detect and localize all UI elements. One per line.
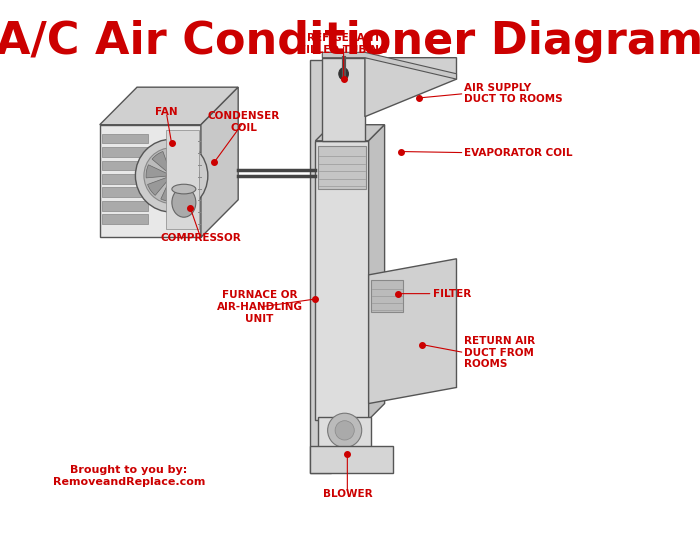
Wedge shape: [172, 156, 195, 176]
Text: RETURN AIR
DUCT FROM
ROOMS: RETURN AIR DUCT FROM ROOMS: [465, 336, 536, 369]
Text: EVAPORATOR COIL: EVAPORATOR COIL: [465, 148, 573, 157]
FancyBboxPatch shape: [102, 161, 148, 170]
FancyBboxPatch shape: [102, 174, 148, 184]
Text: CONDENSER
COIL: CONDENSER COIL: [207, 111, 279, 133]
FancyBboxPatch shape: [102, 215, 148, 224]
Wedge shape: [146, 165, 172, 178]
Polygon shape: [316, 125, 384, 141]
Ellipse shape: [339, 68, 349, 80]
Wedge shape: [152, 151, 172, 176]
Text: Brought to you by:
RemoveandReplace.com: Brought to you by: RemoveandReplace.com: [52, 465, 205, 487]
Polygon shape: [322, 58, 365, 141]
Circle shape: [167, 170, 177, 181]
Text: FURNACE OR
AIR-HANDLING
UNIT: FURNACE OR AIR-HANDLING UNIT: [216, 291, 302, 323]
Polygon shape: [322, 52, 456, 79]
FancyBboxPatch shape: [102, 188, 148, 197]
FancyBboxPatch shape: [316, 141, 369, 420]
FancyBboxPatch shape: [318, 146, 366, 189]
Polygon shape: [99, 87, 238, 125]
FancyBboxPatch shape: [371, 280, 403, 313]
Polygon shape: [365, 58, 456, 116]
Text: COMPRESSOR: COMPRESSOR: [160, 233, 242, 244]
FancyBboxPatch shape: [318, 417, 371, 452]
Ellipse shape: [172, 188, 196, 217]
Circle shape: [335, 421, 354, 440]
Polygon shape: [369, 259, 456, 404]
Text: A/C Air Conditioner Diagram: A/C Air Conditioner Diagram: [0, 20, 700, 63]
Ellipse shape: [172, 184, 196, 194]
Polygon shape: [201, 87, 238, 237]
Text: FAN: FAN: [155, 107, 178, 118]
Circle shape: [328, 413, 362, 447]
Text: FILTER: FILTER: [433, 288, 471, 299]
Wedge shape: [148, 176, 172, 195]
Wedge shape: [161, 176, 174, 202]
Polygon shape: [369, 125, 384, 420]
Wedge shape: [169, 150, 183, 176]
Wedge shape: [172, 174, 197, 186]
Circle shape: [144, 148, 199, 204]
Text: REFIGERANT
FILLED TUBING: REFIGERANT FILLED TUBING: [300, 33, 388, 55]
FancyBboxPatch shape: [99, 125, 201, 237]
Circle shape: [135, 139, 208, 212]
FancyBboxPatch shape: [310, 60, 331, 473]
FancyBboxPatch shape: [167, 130, 200, 229]
FancyBboxPatch shape: [102, 201, 148, 211]
Wedge shape: [172, 176, 191, 200]
Text: BLOWER: BLOWER: [323, 489, 372, 499]
FancyBboxPatch shape: [102, 147, 148, 157]
FancyBboxPatch shape: [310, 446, 393, 473]
FancyBboxPatch shape: [102, 134, 148, 143]
Text: AIR SUPPLY
DUCT TO ROOMS: AIR SUPPLY DUCT TO ROOMS: [465, 83, 563, 105]
